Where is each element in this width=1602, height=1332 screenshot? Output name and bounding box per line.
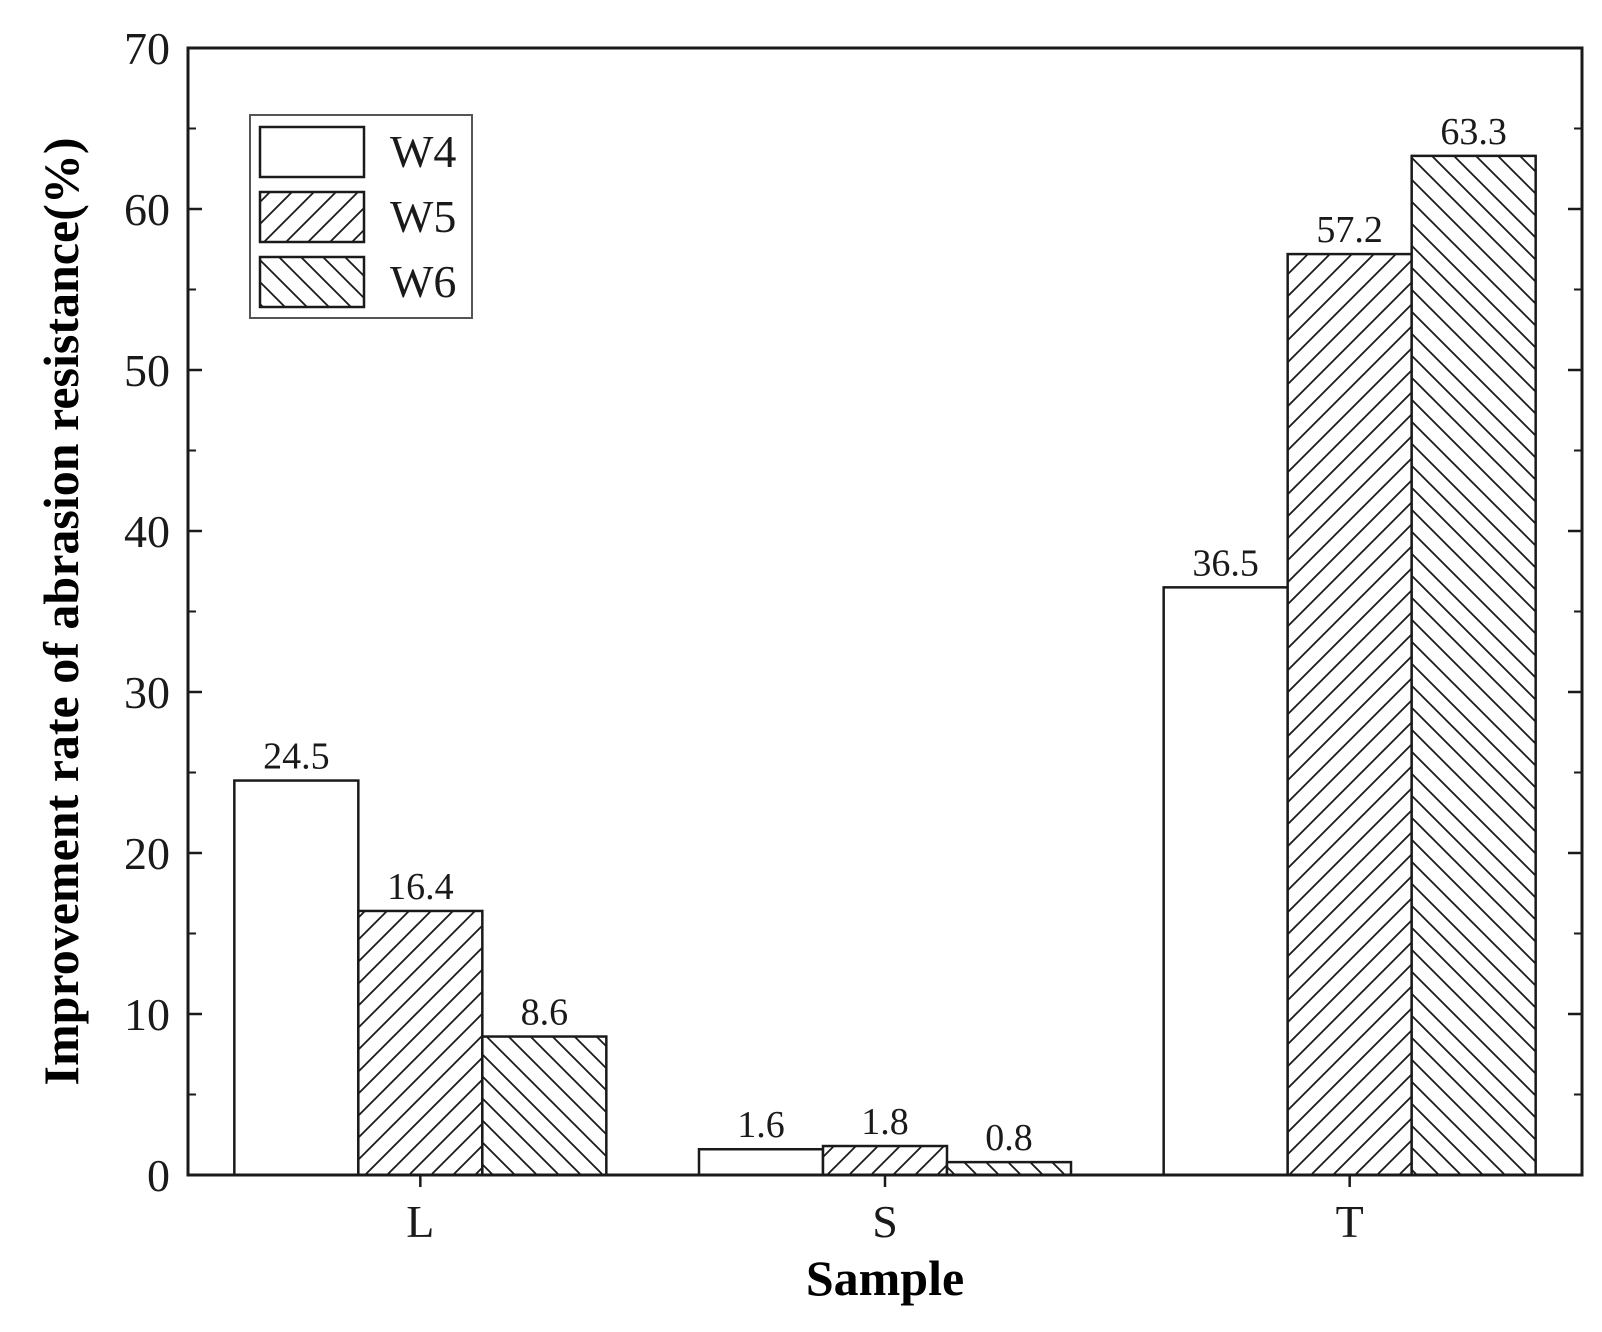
- legend-label-w6: W6: [390, 256, 456, 307]
- x-tick-label-t: T: [1336, 1196, 1364, 1247]
- y-tick-label: 40: [124, 506, 170, 557]
- bar-w6-l: [481, 1035, 608, 1177]
- bar-w4-s: [697, 1147, 825, 1177]
- value-labels-layer: 24.5 16.4 8.6 1.6 1.8 0.8 36.5 57.2 63.3: [263, 111, 1507, 1159]
- value-label-w5-t: 57.2: [1316, 209, 1383, 251]
- legend-swatch-w6: [258, 255, 366, 309]
- legend-label-w5: W5: [390, 191, 456, 242]
- y-tick-label: 20: [124, 828, 170, 879]
- y-tick-label: 0: [147, 1150, 170, 1201]
- value-label-w4-s: 1.6: [737, 1104, 785, 1146]
- x-tick-label-s: S: [872, 1196, 898, 1247]
- bar-w6-s: [945, 1160, 1073, 1177]
- bar-w5-l: [357, 909, 484, 1177]
- y-axis-title: Improvement rate of abrasion resistance(…: [33, 138, 89, 1086]
- y-tick-label: 10: [124, 989, 170, 1040]
- value-label-w6-l: 8.6: [521, 992, 569, 1034]
- y-tick-label: 30: [124, 667, 170, 718]
- bar-w5-s: [821, 1144, 949, 1177]
- legend: W4 W5 W6: [249, 114, 473, 319]
- y-tick-label: 60: [124, 184, 170, 235]
- y-axis: 0 10 20 30 40 50 60 70: [124, 23, 1582, 1201]
- value-label-w5-s: 1.8: [861, 1101, 909, 1143]
- value-label-w4-l: 24.5: [263, 736, 330, 778]
- legend-swatch-w5: [258, 190, 366, 244]
- value-label-w4-t: 36.5: [1192, 542, 1259, 584]
- legend-swatch-w4: [258, 125, 366, 179]
- value-label-w6-s: 0.8: [985, 1117, 1033, 1159]
- x-axis-title: Sample: [806, 1250, 964, 1306]
- y-tick-label: 70: [124, 23, 170, 74]
- bars-layer: [233, 154, 1537, 1177]
- legend-label-w4: W4: [390, 126, 456, 177]
- y-tick-label: 50: [124, 345, 170, 396]
- value-label-w6-t: 63.3: [1440, 111, 1507, 153]
- bar-w6-t: [1410, 154, 1537, 1177]
- value-label-w5-l: 16.4: [387, 866, 454, 908]
- bar-w4-l: [233, 779, 360, 1177]
- x-tick-label-l: L: [406, 1196, 434, 1247]
- bar-w4-t: [1162, 586, 1289, 1177]
- bar-w5-t: [1286, 252, 1413, 1177]
